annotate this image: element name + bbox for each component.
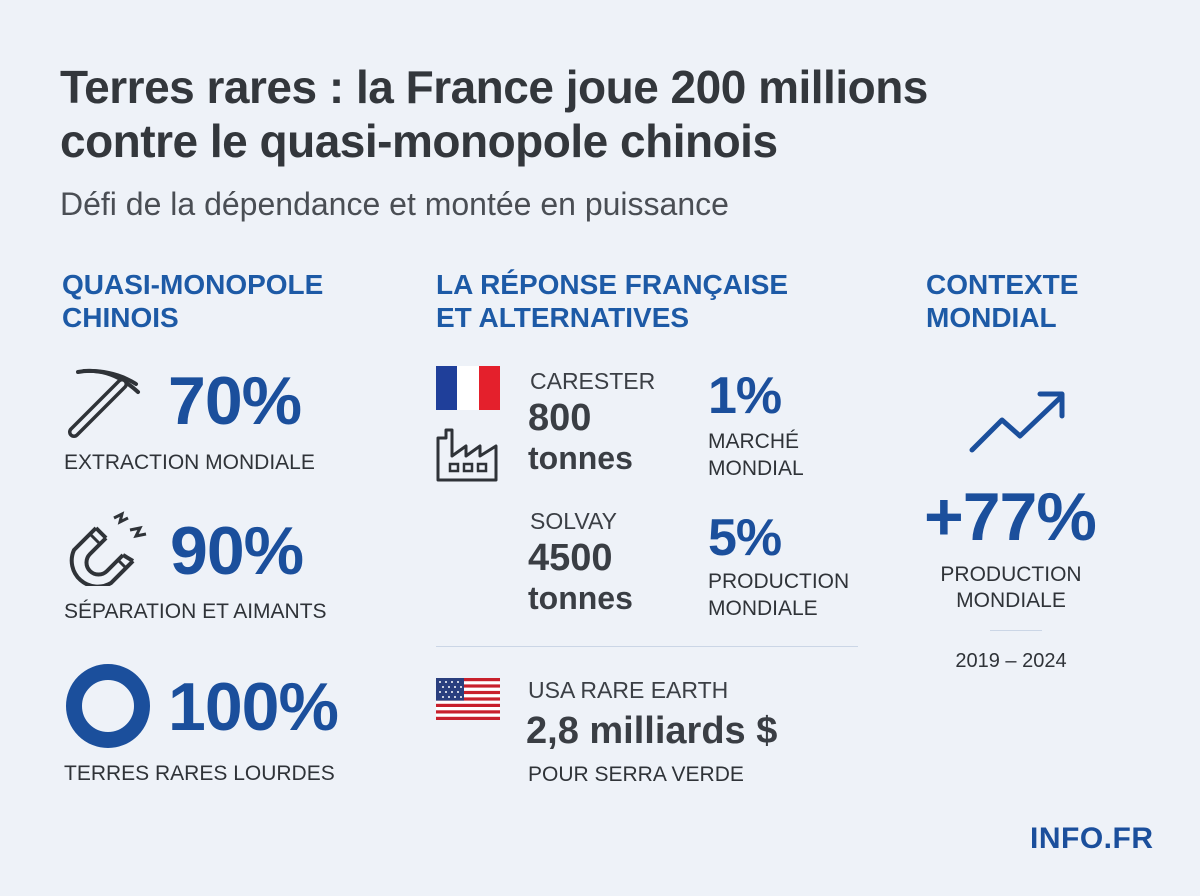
- growth-period: 2019 – 2024: [955, 650, 1067, 672]
- market-share-label: MARCHÉ MONDIAL: [708, 428, 804, 482]
- production-share-label: PRODUCTION MONDIALE: [708, 568, 849, 622]
- heading-french-response: LA RÉPONSE FRANÇAISE ET ALTERNATIVES: [436, 268, 788, 334]
- page-title: Terres rares : la France joue 200 millio…: [60, 60, 1140, 168]
- label-line: PRODUCTION: [940, 563, 1082, 586]
- solvay-name: SOLVAY: [530, 508, 617, 534]
- carester-name: CARESTER: [530, 368, 656, 394]
- france-flag-icon: [436, 366, 500, 410]
- label-line: MONDIAL: [708, 457, 804, 480]
- heading-line: CHINOIS: [62, 302, 179, 333]
- carester-amount: 800: [528, 397, 592, 439]
- heading-line: CONTEXTE: [926, 269, 1079, 300]
- magnet-icon: [62, 510, 152, 586]
- market-share-value: 1%: [708, 367, 782, 425]
- usa-rare-earth-note: POUR SERRA VERDE: [528, 763, 744, 786]
- heading-line: LA RÉPONSE FRANÇAISE: [436, 269, 789, 300]
- brand-logo[interactable]: INFO.FR: [1030, 822, 1154, 855]
- stat-heavy-value: 100%: [168, 669, 339, 745]
- page-subtitle: Défi de la dépendance et montée en puiss…: [60, 186, 729, 222]
- production-share-value: 5%: [708, 509, 782, 567]
- label-line: PRODUCTION: [708, 570, 850, 593]
- heading-line: ET ALTERNATIVES: [436, 302, 690, 333]
- usa-flag-icon: [436, 678, 500, 720]
- label-line: MONDIALE: [956, 589, 1066, 612]
- solvay-amount: 4500: [528, 537, 613, 579]
- heading-line: MONDIAL: [926, 302, 1057, 333]
- trend-up-icon: [966, 386, 1070, 456]
- solvay-unit: tonnes: [528, 580, 633, 616]
- heading-global-context: CONTEXTE MONDIAL: [926, 268, 1078, 334]
- carester-unit: tonnes: [528, 440, 633, 476]
- title-line-1: Terres rares : la France joue 200 millio…: [60, 61, 928, 113]
- stat-extraction-label: EXTRACTION MONDIALE: [64, 451, 315, 474]
- factory-icon: [436, 426, 498, 482]
- stat-heavy-label: TERRES RARES LOURDES: [64, 762, 335, 785]
- usa-rare-earth-name: USA RARE EARTH: [528, 677, 729, 703]
- pickaxe-icon: [64, 362, 152, 438]
- title-line-2: contre le quasi-monopole chinois: [60, 115, 778, 167]
- stat-separation-label: SÉPARATION ET AIMANTS: [64, 600, 327, 623]
- section-divider: [436, 646, 858, 647]
- stat-extraction-value: 70%: [168, 363, 302, 439]
- growth-value: +77%: [924, 479, 1097, 555]
- stat-separation-value: 90%: [170, 513, 304, 589]
- heading-line: QUASI-MONOPOLE: [62, 269, 324, 300]
- ring-icon: [64, 662, 152, 750]
- growth-label: PRODUCTION MONDIALE: [916, 562, 1106, 614]
- label-line: MARCHÉ: [708, 430, 800, 453]
- period-divider: [990, 630, 1042, 631]
- label-line: MONDIALE: [708, 597, 818, 620]
- usa-rare-earth-amount: 2,8 milliards $: [526, 710, 778, 752]
- heading-chinese-monopoly: QUASI-MONOPOLE CHINOIS: [62, 268, 323, 334]
